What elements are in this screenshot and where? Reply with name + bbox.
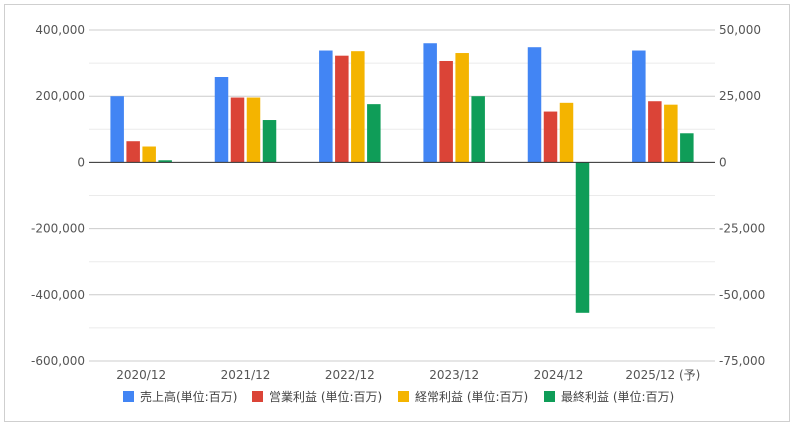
bar	[367, 104, 381, 163]
bar	[648, 101, 662, 163]
legend-item[interactable]: 売上高(単位:百万)	[123, 389, 237, 404]
y-left-tick-label: 400,000	[35, 23, 85, 37]
legend-label: 売上高(単位:百万)	[140, 389, 237, 404]
legend-swatch	[544, 391, 555, 402]
legend: 売上高(単位:百万) 営業利益 (単位:百万) 経常利益 (単位:百万) 最終利益 (…	[123, 389, 674, 404]
y-left-tick-label: -400,000	[31, 288, 85, 302]
bar	[527, 47, 542, 163]
legend-swatch	[123, 391, 134, 402]
y-axis-left: 400,000 200,000 0 -200,000 -400,000 -600,000	[31, 23, 85, 368]
x-tick-label: 2022/12	[325, 368, 375, 382]
y-left-tick-label: -600,000	[31, 354, 85, 368]
x-tick-label: 2020/12	[116, 368, 166, 382]
bar	[319, 50, 333, 163]
bar	[680, 133, 694, 163]
bar	[632, 50, 646, 163]
bar	[471, 96, 485, 163]
legend-item[interactable]: 営業利益 (単位:百万)	[252, 389, 382, 404]
legend-swatch	[398, 391, 409, 402]
x-tick-label: 2025/12 (予)	[625, 368, 700, 382]
bar	[214, 77, 229, 163]
bar	[158, 160, 172, 163]
y-right-tick-label: -25,000	[719, 222, 765, 236]
bar	[575, 162, 590, 313]
x-tick-label: 2021/12	[221, 368, 271, 382]
bar	[543, 111, 558, 163]
y-left-tick-label: 200,000	[35, 89, 85, 103]
y-left-tick-label: 0	[77, 155, 85, 169]
bar	[351, 51, 365, 163]
x-tick-label: 2023/12	[429, 368, 479, 382]
y-right-tick-label: -50,000	[719, 288, 765, 302]
legend-label: 経常利益 (単位:百万)	[415, 389, 528, 404]
y-axis-right: 50,000 25,000 0 -25,000 -50,000 -75,000	[719, 23, 765, 368]
y-right-tick-label: -75,000	[719, 354, 765, 368]
gridlines	[89, 29, 715, 362]
bar	[335, 55, 349, 163]
bar	[262, 120, 277, 163]
bar	[664, 104, 678, 163]
y-left-tick-label: -200,000	[31, 222, 85, 236]
x-axis: 2020/12 2021/12 2022/12 2023/12 2024/12 2025/…	[116, 368, 700, 382]
y-right-tick-label: 25,000	[719, 89, 761, 103]
legend-label: 営業利益 (単位:百万)	[269, 389, 382, 404]
y-right-tick-label: 50,000	[719, 23, 761, 37]
bar	[110, 96, 124, 163]
bar	[142, 146, 156, 163]
legend-label: 最終利益 (単位:百万)	[561, 389, 674, 404]
y-right-tick-label: 0	[719, 155, 727, 169]
bars	[110, 43, 694, 313]
bar	[126, 141, 140, 163]
bar	[230, 97, 245, 163]
bar	[246, 97, 261, 163]
bar-chart: 400,000200,0000-200,000-400,000-600,000 …	[31, 23, 765, 404]
legend-swatch	[252, 391, 263, 402]
bar	[423, 43, 437, 163]
bar	[559, 102, 574, 163]
legend-item[interactable]: 最終利益 (単位:百万)	[544, 389, 674, 404]
x-tick-label: 2024/12	[534, 368, 584, 382]
chart-frame: 400,000 200,000 0 -200,000 -400,000 -600,000 …	[4, 4, 790, 422]
bar	[439, 60, 453, 163]
bar	[455, 53, 469, 163]
legend-item[interactable]: 経常利益 (単位:百万)	[398, 389, 528, 404]
